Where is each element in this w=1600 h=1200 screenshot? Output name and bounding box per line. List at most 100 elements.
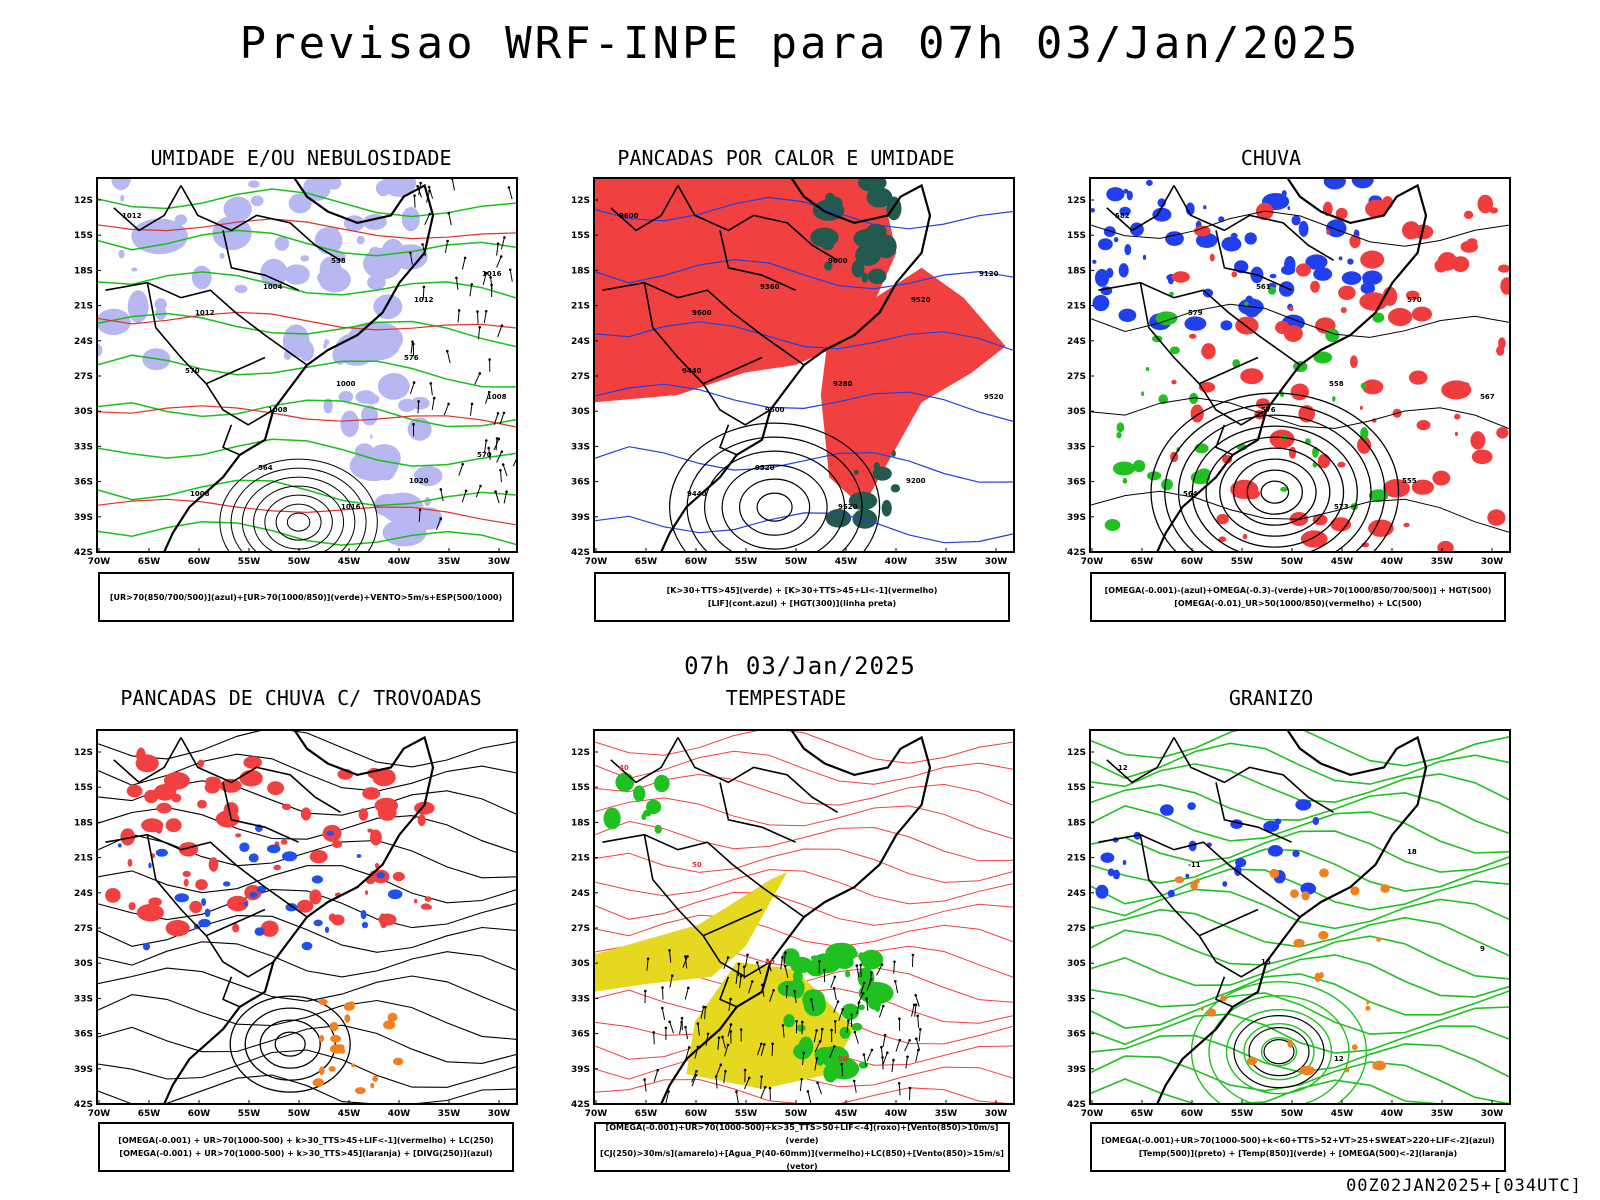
omega-green-area (1325, 328, 1340, 343)
legend-line: [K>30+TTS>45](verde) + [K>30+TTS>45+LI<-… (666, 586, 938, 595)
omega-orange-area (1318, 930, 1329, 940)
wind-vector (427, 185, 431, 189)
wind-vector (501, 463, 505, 466)
wind-vector (904, 1040, 911, 1052)
wind-vector (428, 189, 431, 193)
streamline-250 (97, 967, 517, 1012)
omega-orange-area (1350, 886, 1360, 896)
lon-tick-label: 50W (1281, 1109, 1304, 1119)
wind-vector (859, 963, 862, 967)
lon-tick-label: 50W (785, 557, 808, 567)
lon-tick-label: 45W (835, 557, 858, 567)
storm-orange-area (383, 1020, 396, 1030)
wind-vector (422, 285, 426, 289)
omega-blue-area (1281, 265, 1296, 275)
streamline-250 (97, 941, 517, 978)
storm-red-area (282, 803, 292, 810)
omega-red-area (1496, 345, 1505, 356)
omega-red-area (1240, 368, 1264, 385)
wind-green-area (653, 774, 670, 793)
wind-green-area (654, 824, 662, 834)
omega-blue-area (1142, 254, 1147, 260)
divergence-blue-area (360, 909, 367, 920)
storm-red-area (232, 923, 240, 933)
storm-red-area (136, 904, 164, 922)
omega-red-area (1310, 280, 1320, 293)
omega-blue-area (1184, 316, 1207, 331)
wind-vector (760, 1042, 763, 1046)
wind-vector (785, 984, 789, 988)
contour-label: 558 (1329, 380, 1344, 388)
wind-vector (823, 968, 826, 972)
contour-label: 579 (1188, 309, 1203, 317)
wind-vector (469, 403, 473, 416)
lon-tick-label: 50W (288, 1109, 311, 1119)
wind-vector (451, 178, 455, 191)
wind-vector (742, 965, 746, 969)
omega-green-area (1104, 519, 1121, 531)
wind-vector (818, 960, 821, 963)
contour-label: 567 (1480, 393, 1495, 401)
storm-red-area (364, 890, 369, 895)
lat-tick-label: 21S (74, 854, 93, 864)
wind-vector (447, 211, 451, 215)
map-panel-chuva (1090, 178, 1510, 552)
contour-label: 561 (1256, 283, 1271, 291)
storm-red-area (332, 840, 343, 849)
instability-green-area (855, 244, 881, 266)
instability-green-area (825, 509, 852, 528)
lat-tick-label: 24S (571, 889, 590, 899)
wind-vector (669, 950, 672, 963)
storm-red-area (195, 879, 208, 891)
humidity-blue-area (234, 284, 248, 294)
lat-tick-label: 21S (74, 302, 93, 312)
thickness-red-contour (97, 311, 517, 331)
humidity-blue-area (174, 214, 188, 225)
humidity-blue-area (274, 236, 290, 251)
wind-vector (909, 1088, 911, 1101)
wind-vector (421, 243, 424, 246)
wind-vector (817, 1082, 822, 1095)
lat-tick-label: 36S (1067, 1030, 1086, 1040)
wind-vector (653, 1032, 655, 1045)
wind-vector (500, 470, 502, 483)
wind-vector (862, 981, 866, 985)
wind-vector (756, 961, 759, 964)
wind-vector (477, 311, 479, 324)
omega-red-area (1470, 431, 1486, 450)
wind-vector (485, 439, 488, 442)
contour-label: -12 (1115, 764, 1128, 772)
wind-green-area (858, 1004, 865, 1011)
wind-vector (841, 1064, 844, 1077)
wind-vector (784, 951, 787, 954)
wind-green-area (860, 949, 884, 970)
wind-vector (484, 310, 488, 313)
state-border (180, 185, 342, 261)
temp-850-contour (1225, 1008, 1333, 1095)
humidity-blue-area (288, 193, 312, 214)
omega-red-area (1383, 479, 1410, 498)
wind-vector (793, 989, 796, 993)
divergence-blue-area (201, 898, 207, 907)
humidity-blue-area (424, 497, 431, 506)
omega-red-area (1359, 405, 1363, 410)
wind-vector (700, 1006, 705, 1019)
storm-red-area (267, 781, 284, 795)
wind-vector (661, 1006, 664, 1010)
wind-vector (432, 396, 436, 400)
storm-orange-area (329, 1022, 339, 1032)
wind-vector (653, 1070, 659, 1082)
contour-label: 9600 (765, 406, 785, 414)
state-border (677, 185, 839, 261)
divergence-blue-area (174, 893, 189, 903)
wind-vector (464, 489, 468, 493)
instability-green-area (852, 509, 878, 529)
contour-label: 555 (1402, 477, 1417, 485)
wind-vector (424, 213, 431, 226)
wind-green-area (796, 1024, 806, 1032)
omega-red-area (1454, 431, 1458, 436)
omega-red-area (1477, 194, 1494, 214)
wind-vector (656, 1068, 659, 1072)
wind-vector (800, 1078, 803, 1081)
contour-label: 1000 (336, 380, 356, 388)
